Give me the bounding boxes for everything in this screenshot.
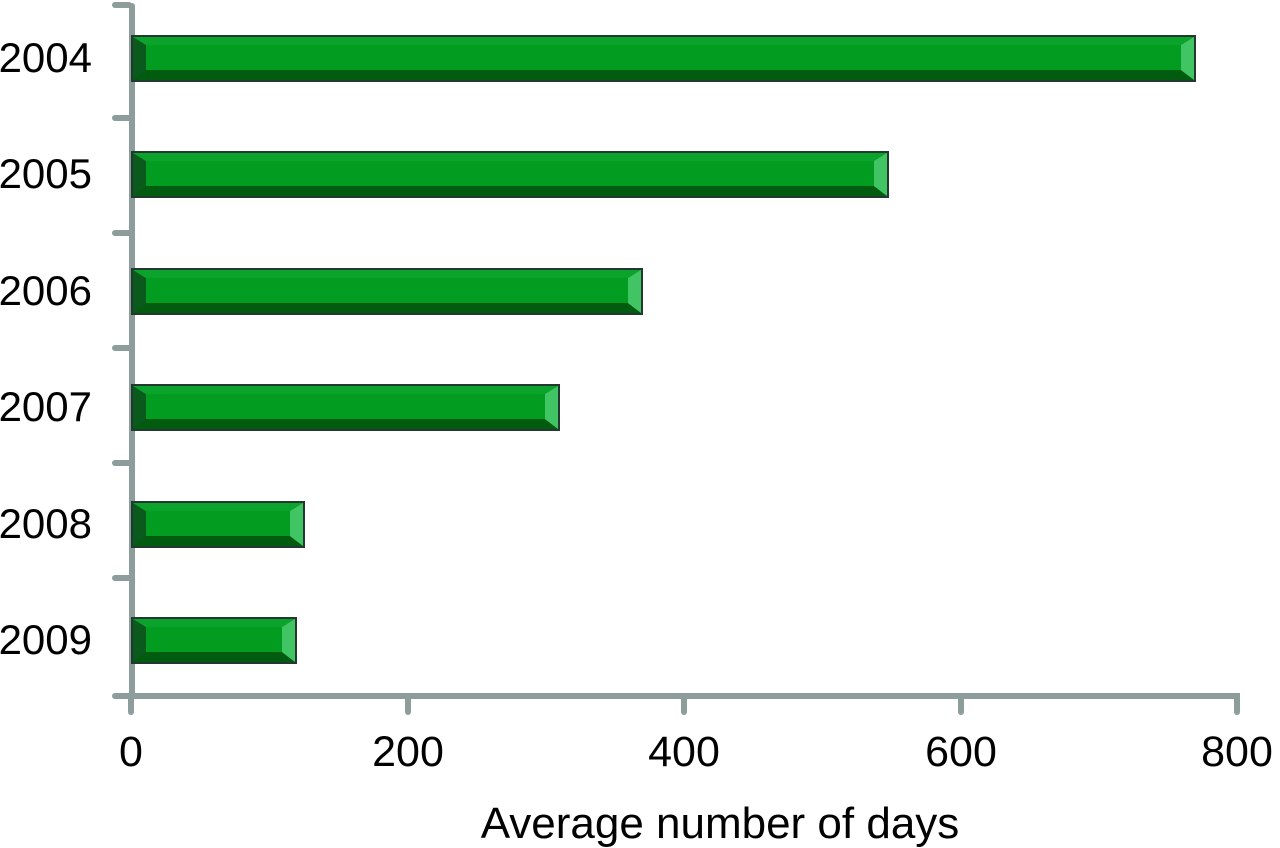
bar-2005 [131,151,889,198]
bar-top-bevel [133,386,558,394]
x-axis-tick-label: 600 [925,728,997,776]
y-axis-tick [112,115,132,121]
bar-bottom-bevel [133,70,1194,80]
bar-right-bevel [290,503,303,546]
bar-top-bevel [133,503,303,511]
bar-top-bevel [133,619,295,627]
bar-left-bevel [133,270,146,313]
y-axis-tick [112,2,132,8]
x-axis-tick [128,693,134,715]
bar-right-bevel [1181,37,1194,80]
bar-right-bevel [874,153,887,196]
x-axis-tick-label: 200 [372,728,444,776]
y-axis-label-2006: 2006 [0,267,92,314]
bar-left-bevel [133,386,146,429]
y-axis-label-2008: 2008 [0,500,92,547]
bar-left-bevel [133,37,146,80]
x-axis-tick [405,693,411,715]
y-axis-line [129,3,135,699]
bar-2006 [131,268,643,315]
x-axis-line [112,693,1240,699]
bar-bottom-bevel [133,652,295,662]
bar-left-bevel [133,503,146,546]
bar-2007 [131,384,560,431]
bar-right-bevel [545,386,558,429]
bar-right-bevel [282,619,295,662]
bar-top-bevel [133,270,641,278]
y-axis-label-2009: 2009 [0,616,92,663]
x-axis-tick [1234,693,1240,715]
y-axis-tick [112,460,132,466]
y-axis-label-2005: 2005 [0,150,92,197]
bar-2008 [131,501,305,548]
bar-bottom-bevel [133,536,303,546]
x-axis-title: Average number of days [480,799,960,848]
x-axis-tick-label: 800 [1201,728,1273,776]
x-axis-tick-label: 0 [119,728,143,776]
bar-top-bevel [133,153,887,161]
y-axis-tick [112,345,132,351]
bar-bottom-bevel [133,186,887,196]
bar-bottom-bevel [133,303,641,313]
y-axis-tick [112,230,132,236]
x-axis-tick-label: 400 [648,728,720,776]
bar-left-bevel [133,619,146,662]
bar-bottom-bevel [133,419,558,429]
y-axis-tick [112,575,132,581]
bar-2009 [131,617,297,664]
bar-right-bevel [628,270,641,313]
y-axis-label-2007: 2007 [0,383,92,430]
x-axis-tick [958,693,964,715]
bar-left-bevel [133,153,146,196]
bar-top-bevel [133,37,1194,45]
bar-2004 [131,35,1196,82]
y-axis-label-2004: 2004 [0,34,92,81]
x-axis-tick [681,693,687,715]
